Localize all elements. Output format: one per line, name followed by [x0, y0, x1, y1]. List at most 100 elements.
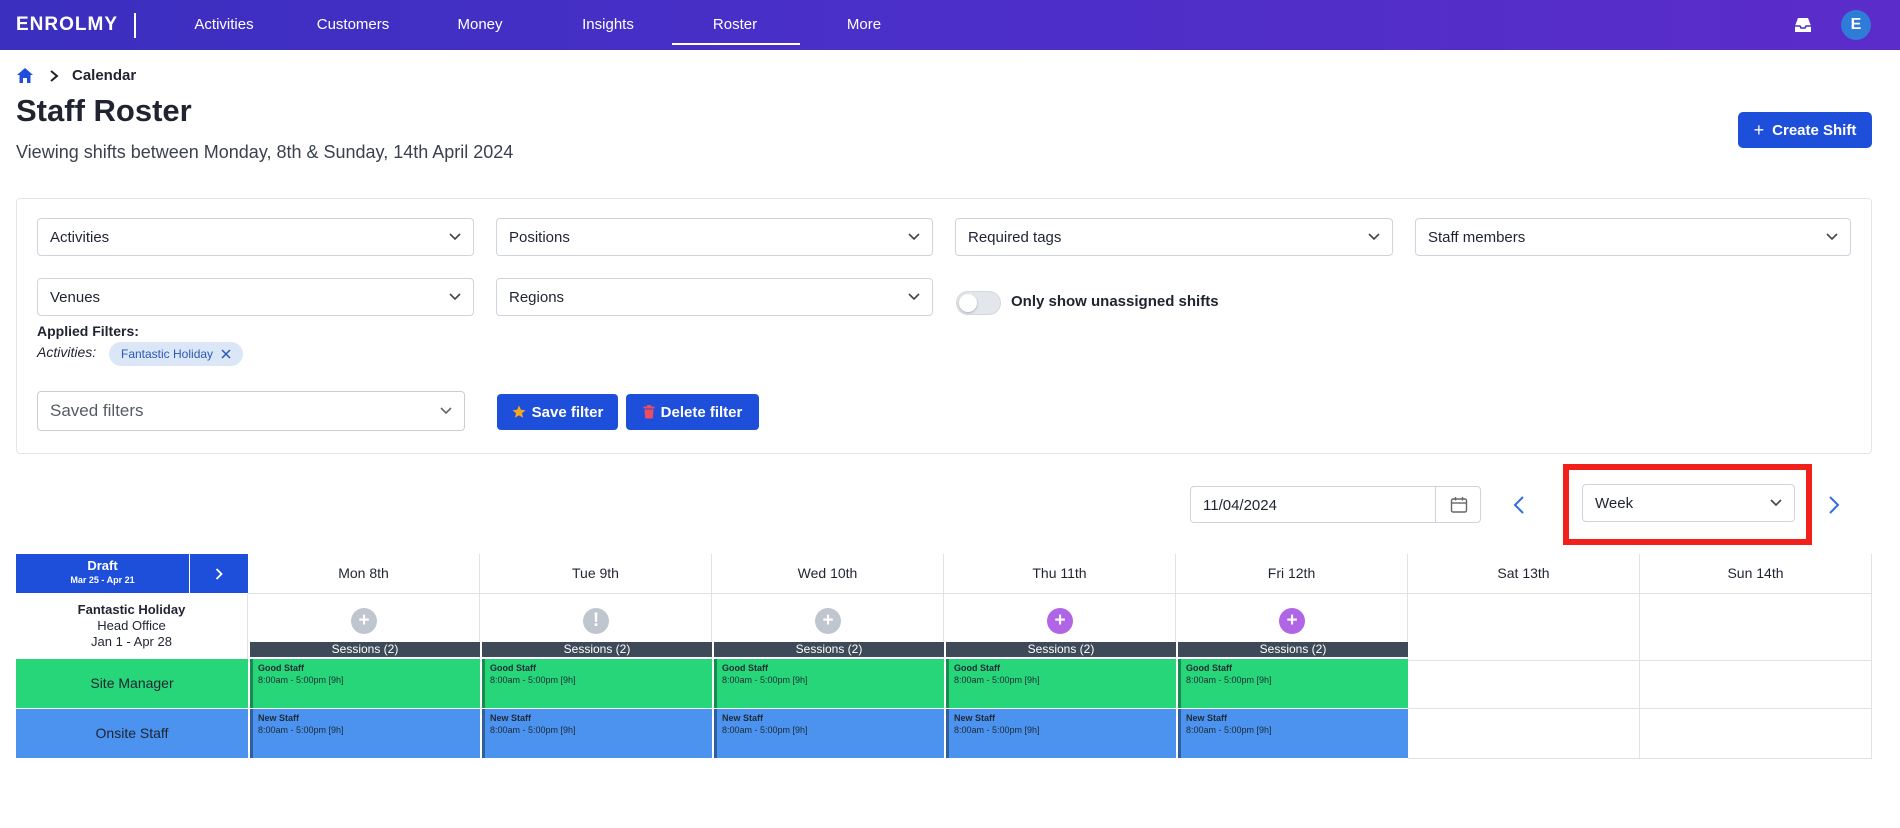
sessions-bar[interactable]: Sessions (2) — [482, 642, 712, 657]
chevron-down-icon — [908, 233, 920, 241]
saved-filters-placeholder: Saved filters — [50, 401, 144, 420]
filter-chip-label: Fantastic Holiday — [121, 347, 214, 361]
view-select-label: Week — [1595, 494, 1634, 512]
prev-arrow-icon[interactable] — [1513, 496, 1525, 514]
draft-next-button[interactable] — [190, 554, 248, 593]
chevron-right-icon — [215, 567, 223, 580]
nav-money[interactable]: Money — [457, 16, 503, 33]
page-title: Staff Roster — [16, 93, 192, 128]
activity-name: Fantastic Holiday — [77, 602, 186, 617]
avatar[interactable]: E — [1841, 10, 1871, 40]
role-onsite-staff: Onsite Staff — [16, 709, 248, 758]
activity-range: Jan 1 - Apr 28 — [91, 634, 172, 649]
draft-range: Mar 25 - Apr 21 — [70, 575, 135, 585]
add-session-icon[interactable]: + — [815, 608, 841, 634]
shift-block[interactable]: New Staff 8:00am - 5:00pm [9h] — [250, 709, 480, 758]
regions-select[interactable]: Regions — [496, 278, 933, 316]
sessions-bar[interactable]: Sessions (2) — [714, 642, 944, 657]
required-tags-select[interactable]: Required tags — [955, 218, 1393, 256]
date-input[interactable]: 11/04/2024 — [1190, 486, 1481, 523]
shift-staff: New Staff — [490, 713, 532, 723]
view-select[interactable]: Week — [1582, 484, 1795, 522]
logo[interactable]: ENROLMY — [16, 14, 118, 35]
shift-time: 8:00am - 5:00pm [9h] — [258, 725, 344, 735]
inbox-icon[interactable] — [1792, 14, 1814, 36]
sessions-bar[interactable]: Sessions (2) — [250, 642, 480, 657]
shift-block[interactable]: New Staff 8:00am - 5:00pm [9h] — [482, 709, 712, 758]
applied-filters-heading: Applied Filters: — [37, 323, 139, 339]
saved-filters-select[interactable]: Saved filters — [37, 391, 465, 431]
shift-staff: New Staff — [722, 713, 764, 723]
required-tags-select-label: Required tags — [968, 228, 1062, 246]
day-header: Fri 12th — [1176, 554, 1408, 594]
nav-insights[interactable]: Insights — [582, 16, 634, 33]
page-subtitle: Viewing shifts between Monday, 8th & Sun… — [16, 142, 514, 162]
empty-day-cell[interactable] — [1408, 659, 1640, 709]
shift-time: 8:00am - 5:00pm [9h] — [1186, 675, 1272, 685]
empty-day-cell[interactable] — [1640, 659, 1872, 709]
top-nav: ENROLMY Activities Customers Money Insig… — [0, 0, 1900, 50]
shift-block[interactable]: Good Staff 8:00am - 5:00pm [9h] — [1178, 659, 1408, 708]
alert-session-icon[interactable]: ! — [583, 608, 609, 634]
filter-panel — [16, 198, 1872, 454]
toggle-knob — [959, 294, 977, 312]
add-session-icon[interactable]: + — [1047, 608, 1073, 634]
draft-label: Draft — [87, 558, 118, 573]
create-shift-button[interactable]: + Create Shift — [1738, 112, 1872, 148]
empty-day-cell[interactable] — [1408, 709, 1640, 759]
sessions-bar[interactable]: Sessions (2) — [1178, 642, 1408, 657]
empty-day-cell[interactable] — [1640, 709, 1872, 759]
add-session-icon[interactable]: + — [1279, 608, 1305, 634]
positions-select-label: Positions — [509, 228, 570, 246]
regions-select-label: Regions — [509, 288, 565, 306]
staff-members-select[interactable]: Staff members — [1415, 218, 1851, 256]
day-header: Mon 8th — [248, 554, 480, 594]
shift-staff: New Staff — [954, 713, 996, 723]
shift-staff: New Staff — [1186, 713, 1228, 723]
chevron-right-icon — [50, 70, 59, 82]
shift-block[interactable]: Good Staff 8:00am - 5:00pm [9h] — [714, 659, 944, 708]
delete-filter-button[interactable]: Delete filter — [626, 394, 759, 430]
delete-filter-label: Delete filter — [660, 403, 743, 421]
create-shift-label: Create Shift — [1772, 121, 1857, 139]
venues-select-label: Venues — [50, 288, 101, 306]
shift-block[interactable]: New Staff 8:00am - 5:00pm [9h] — [714, 709, 944, 758]
shift-block[interactable]: New Staff 8:00am - 5:00pm [9h] — [1178, 709, 1408, 758]
add-session-icon[interactable]: + — [351, 608, 377, 634]
sessions-bar[interactable]: Sessions (2) — [946, 642, 1176, 657]
venues-select[interactable]: Venues — [37, 278, 474, 316]
shift-time: 8:00am - 5:00pm [9h] — [722, 675, 808, 685]
filter-chip: Fantastic Holiday — [109, 342, 244, 366]
logo-divider — [134, 13, 136, 38]
chevron-down-icon — [440, 407, 452, 415]
trash-icon — [643, 405, 655, 419]
staff-members-select-label: Staff members — [1428, 228, 1526, 246]
activities-select-label: Activities — [50, 228, 110, 246]
nav-active-indicator — [672, 43, 800, 45]
home-icon[interactable] — [16, 67, 34, 84]
date-value: 11/04/2024 — [1203, 497, 1277, 514]
shift-time: 8:00am - 5:00pm [9h] — [1186, 725, 1272, 735]
shift-block[interactable]: Good Staff 8:00am - 5:00pm [9h] — [250, 659, 480, 708]
nav-customers[interactable]: Customers — [316, 16, 390, 33]
unassigned-toggle[interactable] — [956, 291, 1001, 315]
draft-period[interactable]: Draft Mar 25 - Apr 21 — [16, 554, 189, 593]
activities-select[interactable]: Activities — [37, 218, 474, 256]
shift-block[interactable]: Good Staff 8:00am - 5:00pm [9h] — [482, 659, 712, 708]
shift-staff: Good Staff — [258, 663, 304, 673]
calendar-icon[interactable] — [1450, 496, 1468, 514]
positions-select[interactable]: Positions — [496, 218, 933, 256]
save-filter-button[interactable]: Save filter — [497, 394, 618, 430]
nav-activities[interactable]: Activities — [194, 16, 254, 33]
shift-block[interactable]: Good Staff 8:00am - 5:00pm [9h] — [946, 659, 1176, 708]
nav-more[interactable]: More — [846, 16, 882, 33]
shift-time: 8:00am - 5:00pm [9h] — [490, 725, 576, 735]
chevron-down-icon — [1826, 233, 1838, 241]
next-arrow-icon[interactable] — [1828, 496, 1840, 514]
shift-staff: Good Staff — [490, 663, 536, 673]
close-icon[interactable] — [221, 349, 231, 359]
shift-time: 8:00am - 5:00pm [9h] — [258, 675, 344, 685]
shift-time: 8:00am - 5:00pm [9h] — [722, 725, 808, 735]
shift-block[interactable]: New Staff 8:00am - 5:00pm [9h] — [946, 709, 1176, 758]
nav-roster[interactable]: Roster — [712, 16, 758, 33]
